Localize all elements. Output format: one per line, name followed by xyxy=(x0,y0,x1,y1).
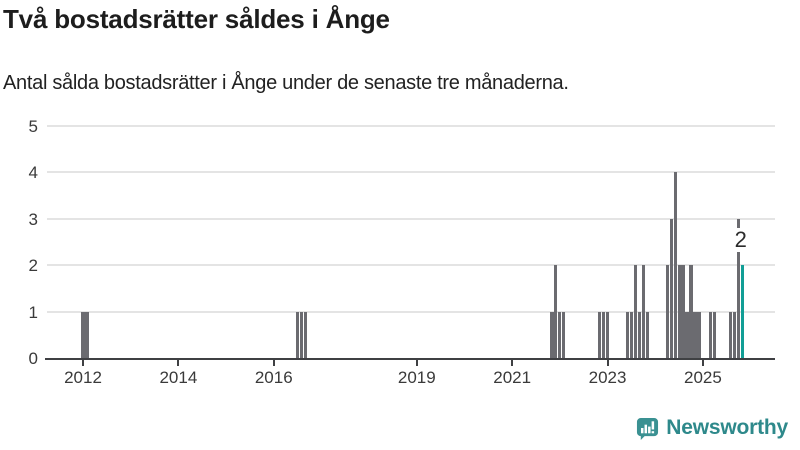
x-tick-label: 2014 xyxy=(159,368,198,387)
y-tick-label: 0 xyxy=(28,349,38,368)
chart-title: Två bostadsrätter såldes i Ånge xyxy=(3,4,390,34)
gridline xyxy=(47,217,775,220)
bar-2025-09 xyxy=(733,311,737,358)
gridline xyxy=(47,264,775,266)
x-tick-label: 2016 xyxy=(254,368,293,387)
bar-2023-11 xyxy=(645,311,649,358)
x-tick-mark xyxy=(511,360,514,366)
gridline xyxy=(47,310,775,313)
bar-2021-11 xyxy=(550,311,554,358)
x-tick-label: 2019 xyxy=(397,368,436,387)
brand-footer: Newsworthy xyxy=(636,416,788,440)
highlight-value-label: 2 xyxy=(732,227,749,252)
brand-name: Newsworthy xyxy=(666,416,788,439)
bar-2023-01 xyxy=(605,311,610,358)
gridline xyxy=(47,171,775,173)
bar-2022-11 xyxy=(598,311,602,358)
bar-2012-01 xyxy=(81,311,85,358)
bar-2025-08 xyxy=(729,311,733,358)
bar-2025-03 xyxy=(709,311,713,358)
y-tick-label: 3 xyxy=(28,209,38,229)
newsworthy-logo-icon xyxy=(637,417,659,440)
bar-2016-09 xyxy=(303,311,308,358)
bar-2022-01 xyxy=(558,311,562,358)
bar-2023-06 xyxy=(625,311,630,358)
bar-2022-12 xyxy=(601,311,606,358)
x-axis-line xyxy=(45,358,775,360)
bar-highlight-2025-11 xyxy=(741,265,745,358)
chart-subtitle: Antal sålda bostadsrätter i Ånge under d… xyxy=(3,72,569,94)
y-tick-label: 4 xyxy=(28,163,38,182)
bar-2021-12 xyxy=(554,265,558,358)
gridline xyxy=(47,124,775,127)
bar-2023-09 xyxy=(637,311,641,358)
bar-2022-02 xyxy=(562,311,566,358)
x-tick-mark xyxy=(272,360,275,366)
bar-2024-11 xyxy=(693,311,697,358)
bar-2016-08 xyxy=(299,311,304,358)
x-tick-mark xyxy=(701,360,704,366)
x-tick-label: 2023 xyxy=(588,368,627,387)
bar-2024-09 xyxy=(685,311,689,358)
x-tick-label: 2021 xyxy=(493,368,532,387)
bar-2023-07 xyxy=(629,311,633,358)
x-tick-mark xyxy=(177,360,180,366)
bar-2024-12 xyxy=(697,311,701,358)
bar-2024-08 xyxy=(681,265,685,358)
bar-2023-08 xyxy=(633,265,637,358)
bar-2024-05 xyxy=(669,218,673,358)
x-tick-mark xyxy=(82,360,84,366)
x-tick-mark xyxy=(606,360,609,366)
bar-2024-10 xyxy=(689,265,693,358)
y-tick-label: 2 xyxy=(28,256,38,275)
x-tick-mark xyxy=(415,360,418,366)
bar-2024-04 xyxy=(665,265,669,358)
x-tick-label: 2012 xyxy=(64,368,102,387)
y-tick-label: 5 xyxy=(28,116,38,136)
bar-2025-04 xyxy=(713,311,717,358)
bar-2024-07 xyxy=(677,265,681,358)
bar-2012-02 xyxy=(85,311,89,358)
bar-2023-10 xyxy=(641,265,645,358)
x-tick-label: 2025 xyxy=(684,368,722,387)
bar-2016-07 xyxy=(295,311,300,358)
y-tick-label: 1 xyxy=(28,302,38,322)
bar-2025-10 xyxy=(737,218,741,358)
bar-2024-06 xyxy=(673,172,677,358)
